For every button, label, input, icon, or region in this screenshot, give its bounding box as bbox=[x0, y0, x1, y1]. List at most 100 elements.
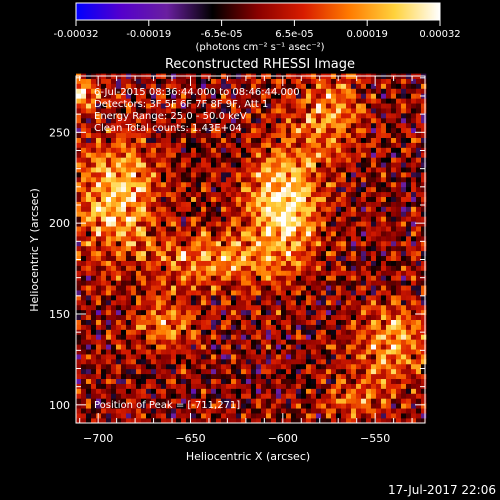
heatmap-cell bbox=[326, 93, 332, 99]
heatmap-cell bbox=[261, 221, 267, 227]
heatmap-cell bbox=[101, 93, 107, 99]
heatmap-cell bbox=[381, 152, 387, 158]
heatmap-cell bbox=[346, 181, 352, 188]
heatmap-cell bbox=[216, 319, 222, 325]
heatmap-cell bbox=[326, 245, 332, 252]
heatmap-cell bbox=[306, 324, 312, 330]
heatmap-cell bbox=[81, 290, 87, 296]
heatmap-cell bbox=[236, 265, 242, 271]
heatmap-cell bbox=[106, 240, 112, 247]
heatmap-cell bbox=[181, 231, 187, 237]
heatmap-cell bbox=[121, 196, 127, 202]
heatmap-cell bbox=[366, 167, 372, 173]
heatmap-cell bbox=[406, 299, 412, 306]
heatmap-cell bbox=[381, 285, 387, 291]
heatmap-cell bbox=[186, 314, 192, 320]
heatmap-cell bbox=[211, 265, 217, 271]
heatmap-cell bbox=[116, 142, 122, 148]
heatmap-cell bbox=[86, 206, 92, 212]
heatmap-cell bbox=[281, 113, 287, 119]
heatmap-cell bbox=[376, 152, 382, 158]
heatmap-cell bbox=[336, 309, 342, 316]
heatmap-cell bbox=[106, 408, 112, 414]
heatmap-cell bbox=[161, 398, 167, 404]
heatmap-cell bbox=[211, 127, 217, 134]
heatmap-cell bbox=[186, 181, 192, 188]
heatmap-cell bbox=[351, 260, 357, 266]
heatmap-cell bbox=[171, 167, 177, 173]
heatmap-cell bbox=[181, 393, 187, 399]
heatmap-cell bbox=[386, 339, 392, 345]
heatmap-cell bbox=[116, 186, 122, 193]
heatmap-cell bbox=[356, 108, 362, 114]
heatmap-cell bbox=[296, 113, 302, 119]
heatmap-cell bbox=[396, 240, 402, 247]
heatmap-cell bbox=[256, 88, 262, 94]
heatmap-cell bbox=[356, 344, 362, 350]
heatmap-cell bbox=[386, 299, 392, 306]
heatmap-cell bbox=[326, 162, 332, 168]
heatmap-cell bbox=[141, 358, 147, 365]
heatmap-cell bbox=[391, 329, 397, 335]
heatmap-cell bbox=[396, 309, 402, 316]
heatmap-cell bbox=[346, 299, 352, 306]
heatmap-cell bbox=[76, 108, 82, 114]
heatmap-cell bbox=[296, 127, 302, 134]
heatmap-cell bbox=[181, 206, 187, 212]
heatmap-cell bbox=[91, 221, 97, 227]
heatmap-cell bbox=[301, 319, 307, 325]
heatmap-cell bbox=[186, 235, 192, 242]
heatmap-cell bbox=[356, 88, 362, 94]
heatmap-cell bbox=[411, 226, 417, 232]
heatmap-cell bbox=[96, 122, 102, 129]
heatmap-cell bbox=[306, 299, 312, 306]
heatmap-cell bbox=[261, 378, 267, 384]
heatmap-cell bbox=[276, 265, 282, 271]
heatmap-cell bbox=[356, 398, 362, 404]
heatmap-cell bbox=[276, 137, 282, 143]
heatmap-cell bbox=[301, 93, 307, 99]
heatmap-cell bbox=[281, 216, 287, 222]
heatmap-cell bbox=[221, 211, 227, 217]
heatmap-cell bbox=[211, 270, 217, 276]
heatmap-cell bbox=[241, 226, 247, 232]
heatmap-cell bbox=[236, 103, 242, 109]
heatmap-cell bbox=[406, 137, 412, 143]
heatmap-cell bbox=[171, 368, 177, 375]
heatmap-cell bbox=[201, 280, 207, 286]
heatmap-cell bbox=[151, 226, 157, 232]
heatmap-cell bbox=[301, 240, 307, 247]
heatmap-cell bbox=[246, 408, 252, 414]
heatmap-cell bbox=[386, 403, 392, 409]
heatmap-cell bbox=[401, 280, 407, 286]
heatmap-cell bbox=[406, 127, 412, 134]
heatmap-cell bbox=[311, 122, 317, 129]
heatmap-cell bbox=[276, 221, 282, 227]
heatmap-cell bbox=[331, 398, 337, 404]
heatmap-cell bbox=[396, 314, 402, 320]
heatmap-cell bbox=[96, 368, 102, 375]
heatmap-cell bbox=[121, 201, 127, 207]
heatmap-cell bbox=[271, 358, 277, 365]
heatmap-cell bbox=[391, 408, 397, 414]
heatmap-cell bbox=[341, 250, 347, 257]
heatmap-cell bbox=[176, 211, 182, 217]
heatmap-cell bbox=[141, 368, 147, 375]
heatmap-cell bbox=[306, 162, 312, 168]
heatmap-cell bbox=[326, 319, 332, 325]
heatmap-cell bbox=[126, 88, 132, 94]
heatmap-cell bbox=[151, 176, 157, 183]
heatmap-cell bbox=[361, 93, 367, 99]
heatmap-cell bbox=[186, 363, 192, 370]
heatmap-cell bbox=[251, 235, 257, 242]
heatmap-cell bbox=[236, 157, 242, 163]
heatmap-cell bbox=[326, 349, 332, 355]
heatmap-cell bbox=[231, 314, 237, 320]
heatmap-cell bbox=[391, 339, 397, 345]
heatmap-cell bbox=[146, 117, 152, 124]
heatmap-cell bbox=[136, 285, 142, 291]
heatmap-cell bbox=[236, 240, 242, 247]
heatmap-cell bbox=[366, 191, 372, 198]
heatmap-cell bbox=[76, 122, 82, 129]
heatmap-cell bbox=[221, 122, 227, 129]
